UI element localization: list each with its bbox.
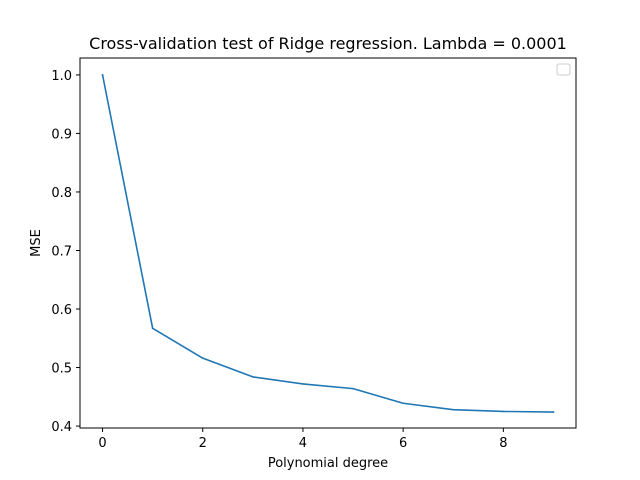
y-axis-ticks: 0.4 0.5 0.6 0.7 0.8 0.9 1.0 <box>51 69 80 435</box>
data-point <box>452 408 455 411</box>
data-point <box>252 376 254 378</box>
chart-title: Cross-validation test of Ridge regressio… <box>89 34 567 53</box>
series-line-0 <box>101 73 555 413</box>
data-point <box>352 387 354 390</box>
y-tick-label: 1.0 <box>51 69 72 84</box>
series-layer <box>101 73 555 413</box>
x-axis-label: Polynomial degree <box>268 456 388 471</box>
x-tick-label: 8 <box>499 436 507 451</box>
y-tick-label: 0.5 <box>51 362 72 377</box>
data-point <box>502 410 505 413</box>
plot-area <box>80 58 576 428</box>
legend-box <box>556 63 571 76</box>
data-point <box>151 327 154 330</box>
data-point <box>201 357 204 359</box>
y-tick-label: 0.9 <box>51 127 72 142</box>
data-point <box>302 383 304 385</box>
plot-background <box>80 58 576 428</box>
data-point <box>101 74 104 76</box>
y-tick-label: 0.8 <box>51 186 72 201</box>
y-tick-label: 0.7 <box>51 244 72 259</box>
x-tick-label: 0 <box>98 436 106 451</box>
x-axis-ticks: 0 2 4 6 8 <box>98 428 507 451</box>
x-tick-label: 2 <box>199 436 207 451</box>
plot-frame <box>79 57 577 429</box>
y-tick-label: 0.4 <box>51 420 72 435</box>
legend <box>556 63 571 76</box>
x-tick-label: 4 <box>299 436 307 451</box>
x-tick-label: 6 <box>399 436 407 451</box>
data-point <box>552 411 555 413</box>
y-tick-label: 0.6 <box>51 303 72 318</box>
data-point <box>402 402 404 405</box>
y-axis-label: MSE <box>29 229 44 257</box>
